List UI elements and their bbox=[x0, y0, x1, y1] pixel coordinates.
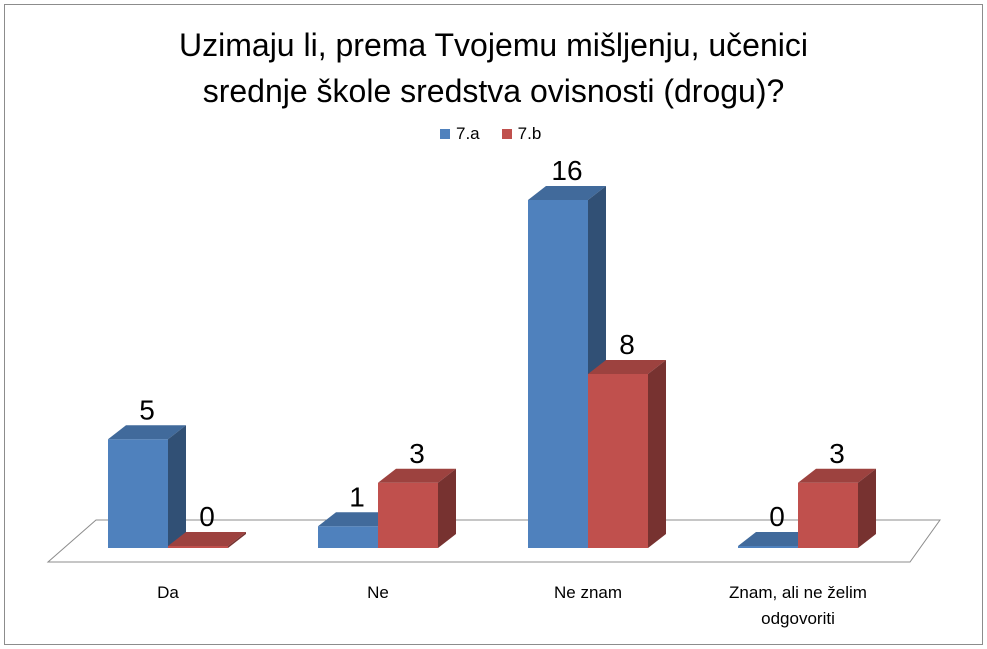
category-label-2: Ne bbox=[367, 583, 389, 602]
bar-side-2-4 bbox=[858, 468, 876, 548]
data-label-2-2: 3 bbox=[409, 438, 425, 469]
bar-2-1 bbox=[168, 546, 228, 548]
bar-side-2-2 bbox=[438, 468, 456, 548]
data-label-1-1: 5 bbox=[139, 394, 155, 425]
bar-2-4 bbox=[798, 482, 858, 548]
category-label-1: Da bbox=[157, 583, 179, 602]
bar-side-2-3 bbox=[648, 360, 666, 548]
data-label-1-2: 1 bbox=[349, 481, 365, 512]
bar-1-4 bbox=[738, 546, 798, 548]
bar-2-2 bbox=[378, 482, 438, 548]
legend-label-series-2: 7.b bbox=[517, 124, 542, 143]
bar-1-1 bbox=[108, 439, 168, 548]
legend-label-series-1: 7.a bbox=[456, 124, 480, 143]
category-label-4-line-1: Znam, ali ne želim bbox=[729, 583, 867, 602]
bar-side-1-1 bbox=[168, 425, 186, 548]
category-label-4-line-2: odgovoriti bbox=[761, 609, 835, 628]
legend-swatch-series-2 bbox=[501, 129, 512, 139]
bar-1-3 bbox=[528, 200, 588, 548]
legend-item-series-2: 7.b bbox=[501, 124, 542, 144]
data-label-1-4: 0 bbox=[769, 501, 785, 532]
data-label-1-3: 16 bbox=[551, 155, 582, 186]
bar-top-2-3 bbox=[588, 360, 666, 374]
bar-top-2-2 bbox=[378, 468, 456, 483]
data-label-2-3: 8 bbox=[619, 329, 635, 360]
legend: 7.a 7.b bbox=[440, 124, 541, 144]
bar-side-2-1 bbox=[228, 532, 246, 548]
bar-2-3 bbox=[588, 374, 648, 548]
bar-1-2 bbox=[318, 526, 378, 548]
bar-top-1-1 bbox=[108, 425, 186, 440]
category-label-3: Ne znam bbox=[554, 583, 622, 602]
bar-top-1-2 bbox=[318, 512, 396, 527]
bar-top-2-1 bbox=[168, 532, 246, 546]
bar-top-2-4 bbox=[798, 468, 876, 483]
legend-item-series-1: 7.a bbox=[440, 124, 480, 144]
data-label-2-4: 3 bbox=[829, 438, 845, 469]
chart-title: Uzimaju li, prema Tvojemu mišljenju, uče… bbox=[0, 22, 987, 114]
chart-floor bbox=[46, 519, 941, 563]
data-label-2-1: 0 bbox=[199, 501, 215, 532]
chart-title-line-1: Uzimaju li, prema Tvojemu mišljenju, uče… bbox=[179, 27, 808, 63]
bar-top-1-4 bbox=[738, 532, 816, 546]
legend-swatch-series-1 bbox=[440, 129, 450, 139]
chart-title-line-2: srednje škole sredstva ovisnosti (drogu)… bbox=[202, 73, 785, 109]
bar-top-1-3 bbox=[528, 186, 606, 200]
